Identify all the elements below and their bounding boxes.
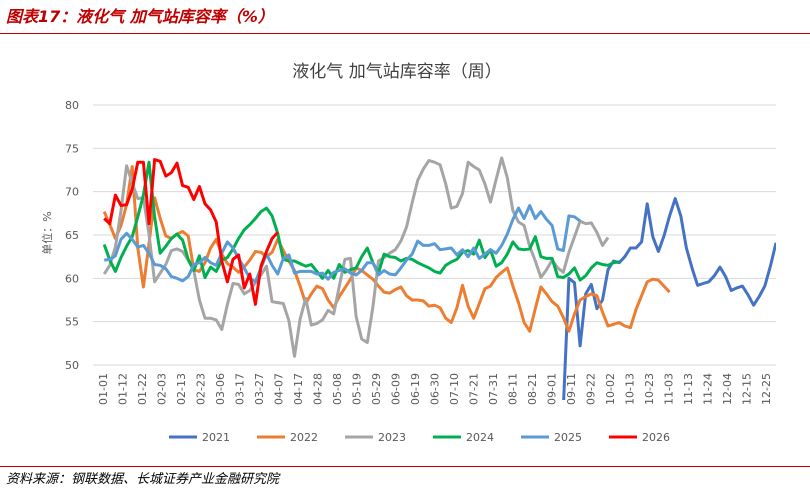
- x-tick-label: 10-13: [624, 373, 637, 405]
- legend-label-2024: 2024: [466, 431, 494, 444]
- chart-title: 液化气 加气站库容率（周）: [292, 62, 501, 82]
- x-tick-label: 11-24: [702, 373, 715, 405]
- y-tick-label: 60: [65, 272, 79, 285]
- x-tick-label: 04-07: [272, 373, 285, 405]
- legend-label-2023: 2023: [378, 431, 406, 444]
- x-tick-label: 06-30: [429, 373, 442, 405]
- series-line-2025: [103, 204, 582, 284]
- x-tick-label: 12-25: [760, 373, 773, 405]
- source-note: 资料来源：钢联数据、长城证券产业金融研究院: [6, 472, 280, 487]
- x-tick-label: 09-11: [565, 373, 578, 405]
- x-tick-label: 01-01: [97, 373, 110, 405]
- series-lines: [102, 156, 776, 400]
- y-tick-label: 80: [65, 99, 79, 112]
- legend-label-2021: 2021: [202, 431, 230, 444]
- y-axis-title: 单位：%: [40, 211, 54, 254]
- y-tick-label: 50: [65, 359, 79, 372]
- series-line-2022: [102, 165, 671, 333]
- gridlines: [93, 104, 776, 366]
- x-tick-labels: 01-01 01-12 01-22 02-03 02-13 02-23 03-06 03-17…: [97, 373, 773, 405]
- y-tick-label: 70: [65, 186, 79, 199]
- x-tick-label: 10-02: [604, 373, 617, 405]
- x-tick-label: 11-13: [682, 373, 695, 405]
- y-tick-label: 65: [65, 229, 79, 242]
- x-tick-label: 06-19: [409, 373, 422, 405]
- x-tick-label: 07-31: [487, 373, 500, 405]
- x-tick-label: 02-03: [155, 373, 168, 405]
- x-tick-label: 11-03: [663, 373, 676, 405]
- legend-label-2026: 2026: [642, 431, 670, 444]
- x-tick-label: 01-22: [136, 373, 149, 405]
- x-tick-label: 10-23: [643, 373, 656, 405]
- y-tick-labels: 50 55 60 65 70 75 80: [65, 99, 79, 372]
- x-tick-label: 08-21: [526, 373, 539, 405]
- x-tick-label: 03-27: [253, 373, 266, 405]
- series-line-2023: [102, 156, 610, 358]
- x-tick-label: 06-09: [389, 373, 402, 405]
- x-tick-label: 02-23: [194, 373, 207, 405]
- x-tick-label: 03-17: [233, 373, 246, 405]
- caption-rule: [0, 33, 810, 34]
- x-tick-label: 04-17: [292, 373, 305, 405]
- x-tick-label: 01-12: [116, 373, 129, 405]
- x-tick-label: 04-28: [311, 373, 324, 405]
- x-tick-label: 05-08: [331, 373, 344, 405]
- series-line-2024: [102, 160, 620, 282]
- x-tick-label: 02-13: [175, 373, 188, 405]
- x-tick-label: 03-06: [214, 373, 227, 405]
- x-tick-label: 07-10: [448, 373, 461, 405]
- y-tick-label: 55: [65, 316, 79, 329]
- x-tick-label: 12-04: [721, 373, 734, 405]
- x-tick-label: 09-01: [546, 373, 559, 405]
- x-tick-label: 09-22: [585, 373, 598, 405]
- x-tick-label: 12-15: [741, 373, 754, 405]
- x-tick-label: 07-21: [468, 373, 481, 405]
- figure-caption: 图表17：液化气 加气站库容率（%）: [6, 7, 274, 26]
- y-tick-label: 75: [65, 142, 79, 155]
- x-tick-label: 08-11: [507, 373, 520, 405]
- source-rule: [0, 466, 810, 467]
- series-line-2026: [103, 158, 279, 306]
- x-tick-label: 05-29: [370, 373, 383, 405]
- legend-label-2025: 2025: [554, 431, 582, 444]
- legend: 2021 2022 2023 2024 2025 2026: [169, 431, 670, 444]
- x-tick-label: 05-19: [350, 373, 363, 405]
- legend-label-2022: 2022: [290, 431, 318, 444]
